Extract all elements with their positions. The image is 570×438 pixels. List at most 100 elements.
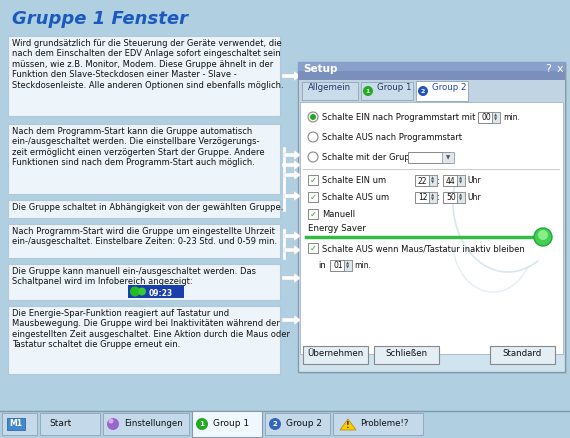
Bar (2, 413, 37, 435)
Text: Schalte AUS wenn Maus/Tastatur inaktiv bleiben: Schalte AUS wenn Maus/Tastatur inaktiv b… (322, 244, 525, 253)
Bar (265, 413, 330, 435)
Bar (8, 306, 280, 374)
Text: ✓: ✓ (310, 192, 316, 201)
Text: Manuell: Manuell (322, 210, 355, 219)
Bar (8, 264, 280, 300)
Circle shape (538, 230, 548, 240)
Text: Gruppe 1 Fenster: Gruppe 1 Fenster (12, 10, 188, 28)
Circle shape (108, 418, 113, 424)
Text: 00: 00 (481, 113, 491, 123)
Text: Wird grundsätzlich für die Steuerung der Geräte verwendet, die
nach dem Einschal: Wird grundsätzlich für die Steuerung der… (12, 39, 284, 90)
Text: Nach dem Programm-Start kann die Gruppe automatisch
ein-/ausgeschaltet werden. D: Nach dem Programm-Start kann die Gruppe … (12, 127, 264, 167)
Bar (344, 260, 352, 271)
Bar (103, 413, 189, 435)
Circle shape (418, 86, 428, 96)
Text: x: x (557, 64, 564, 74)
Bar (416, 81, 468, 101)
Text: Group 1: Group 1 (377, 83, 412, 92)
Text: min.: min. (503, 113, 520, 122)
Text: :: : (437, 176, 441, 186)
Text: Schalte AUS um: Schalte AUS um (322, 193, 389, 202)
Polygon shape (284, 150, 301, 160)
Bar (330, 260, 352, 271)
Text: ▼: ▼ (446, 155, 450, 160)
Text: Start: Start (49, 420, 71, 428)
Polygon shape (282, 315, 301, 325)
Bar (408, 152, 450, 163)
Bar (8, 224, 280, 258)
Circle shape (534, 228, 552, 246)
Circle shape (107, 418, 119, 430)
Text: ▲: ▲ (459, 194, 463, 198)
Text: Übernehmen: Übernehmen (307, 349, 363, 358)
Text: Die Energie-Spar-Funktion reagiert auf Tastatur und
Mausbewegung. Die Gruppe wir: Die Energie-Spar-Funktion reagiert auf T… (12, 309, 290, 349)
Bar (298, 62, 565, 372)
Text: Group 2: Group 2 (286, 420, 322, 428)
Text: Probleme!?: Probleme!? (360, 420, 408, 428)
Text: Group 2: Group 2 (432, 83, 466, 92)
Text: Nach Programm-Start wird die Gruppe um eingestellte Uhrzeit
ein-/ausgeschaltet. : Nach Programm-Start wird die Gruppe um e… (12, 227, 277, 247)
Text: 44: 44 (446, 177, 456, 186)
Bar (308, 192, 318, 202)
Text: ▲: ▲ (431, 177, 434, 180)
Text: ✓: ✓ (310, 176, 316, 184)
Circle shape (363, 86, 373, 96)
Polygon shape (282, 160, 301, 170)
Polygon shape (282, 71, 301, 81)
Circle shape (130, 286, 140, 297)
Bar (0, 410, 570, 438)
Polygon shape (284, 170, 301, 180)
Bar (8, 200, 280, 218)
Text: Allgemein: Allgemein (308, 83, 352, 92)
Bar (415, 192, 437, 203)
Bar (478, 112, 500, 123)
Bar (8, 36, 280, 116)
Circle shape (138, 287, 146, 296)
Bar (8, 124, 280, 194)
Bar (443, 175, 465, 186)
Text: ▲: ▲ (347, 261, 349, 265)
Text: Energy Saver: Energy Saver (308, 224, 366, 233)
Text: ▼: ▼ (431, 198, 434, 201)
Circle shape (269, 418, 281, 430)
Text: Schließen: Schließen (385, 349, 427, 358)
Bar (429, 192, 437, 203)
Bar (443, 192, 465, 203)
Bar (300, 102, 563, 354)
Bar (429, 175, 437, 186)
Text: 09:23: 09:23 (149, 289, 173, 297)
Bar (298, 62, 565, 80)
Text: Schalte AUS nach Programmstart: Schalte AUS nach Programmstart (322, 133, 462, 142)
Bar (303, 346, 368, 364)
Text: 22: 22 (418, 177, 428, 186)
Text: Group 1: Group 1 (213, 420, 249, 428)
Bar (308, 209, 318, 219)
Text: ▼: ▼ (459, 180, 463, 184)
Text: 12: 12 (418, 194, 428, 202)
Text: ?: ? (545, 64, 551, 74)
Text: 2: 2 (272, 421, 278, 427)
Bar (361, 82, 413, 100)
Bar (302, 82, 358, 100)
Circle shape (308, 152, 318, 162)
Text: in: in (318, 261, 325, 270)
Text: Standard: Standard (502, 349, 542, 358)
Text: Setup: Setup (303, 64, 337, 74)
Polygon shape (284, 245, 301, 255)
Text: :: : (437, 192, 441, 202)
Text: 2: 2 (421, 89, 425, 94)
Bar (492, 112, 500, 123)
Bar (490, 346, 555, 364)
Text: ▼: ▼ (494, 117, 498, 121)
Circle shape (308, 112, 318, 122)
Bar (7, 418, 25, 430)
Bar (192, 411, 262, 437)
Bar (333, 413, 423, 435)
Bar (308, 175, 318, 185)
Bar (300, 64, 567, 374)
Text: Uhr: Uhr (467, 193, 481, 202)
Polygon shape (284, 191, 301, 201)
Bar (40, 413, 100, 435)
Circle shape (310, 114, 316, 120)
Text: M1: M1 (10, 420, 22, 428)
